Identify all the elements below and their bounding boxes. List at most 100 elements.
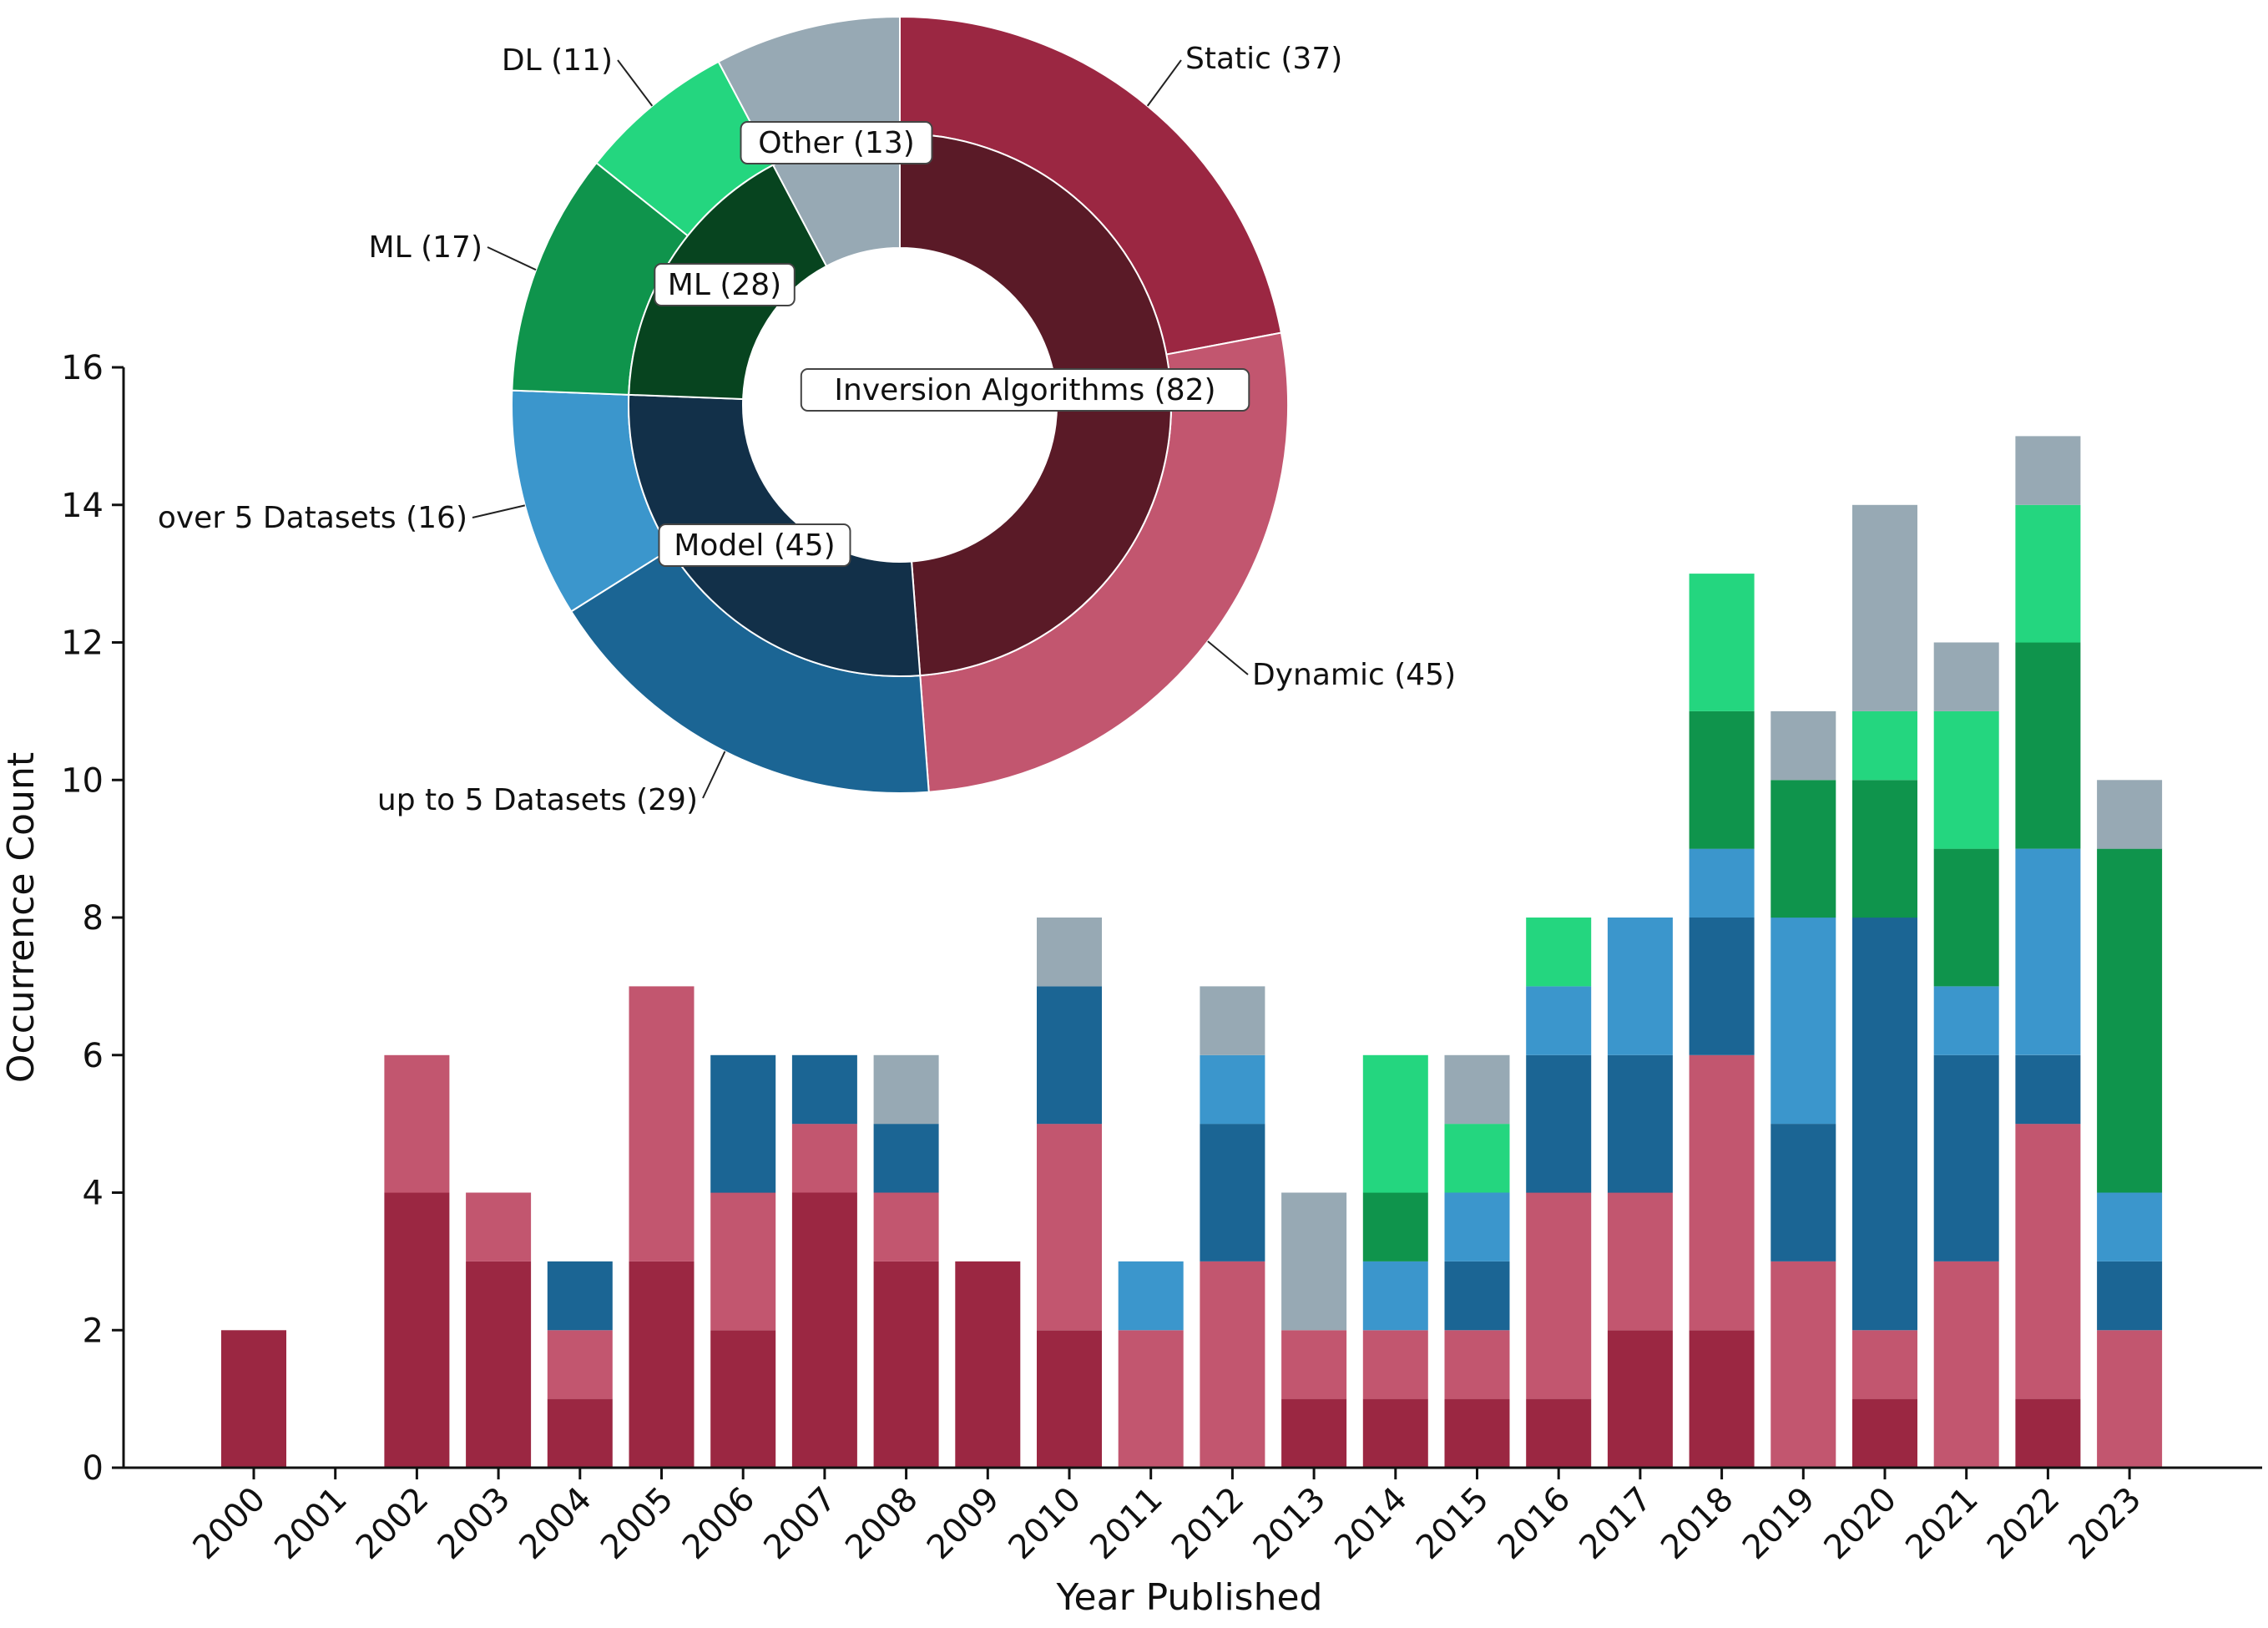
bar-2021-other: [1933, 642, 1999, 711]
bar-2016-over-5-datasets: [1526, 986, 1592, 1055]
bar-2013-static: [1281, 1398, 1347, 1468]
bar-2023-other: [2097, 780, 2163, 849]
bar-2020-dynamic: [1852, 1330, 1917, 1399]
bar-2022-over-5-datasets: [2015, 848, 2081, 1055]
y-tick-label-10: 10: [61, 761, 104, 800]
x-tick-label-2018: 2018: [1654, 1480, 1741, 1568]
y-tick-label-6: 6: [83, 1037, 104, 1075]
bar-2006-dynamic: [710, 1192, 776, 1331]
bar-2020-dl: [1852, 710, 1917, 781]
x-tick-label-2016: 2016: [1491, 1480, 1579, 1568]
bar-2020-other: [1852, 504, 1917, 711]
bar-2018-dynamic: [1689, 1054, 1755, 1331]
bar-2019-ml: [1770, 780, 1836, 918]
x-tick-label-2023: 2023: [2062, 1480, 2149, 1568]
bar-2005-dynamic: [629, 986, 695, 1261]
bar-2015-dl: [1444, 1124, 1510, 1193]
bar-2004-dynamic: [547, 1330, 613, 1399]
x-tick-label-2004: 2004: [512, 1480, 599, 1568]
bar-2021-up-to-5-datasets: [1933, 1054, 1999, 1261]
bar-2012-up-to-5-datasets: [1200, 1124, 1265, 1261]
y-tick-label-8: 8: [83, 899, 104, 938]
bar-2019-dynamic: [1770, 1261, 1836, 1468]
bar-2010-static: [1037, 1330, 1102, 1469]
bar-2018-over-5-datasets: [1689, 848, 1755, 918]
bar-2023-ml: [2097, 848, 2163, 1193]
inner-label-box-other: [740, 121, 933, 164]
y-tick-label-4: 4: [83, 1175, 104, 1213]
bar-2021-dl: [1933, 710, 1999, 849]
bar-2021-over-5-datasets: [1933, 986, 1999, 1055]
bar-2008-dynamic: [873, 1192, 939, 1261]
bar-2014-ml: [1362, 1192, 1428, 1261]
y-axis-ticks: 0 2 4 6 8 10 12 14 16: [61, 349, 124, 1488]
bar-2022-static: [2015, 1398, 2081, 1468]
bar-2012-other: [1200, 986, 1265, 1055]
inner-label-other: Other (13): [758, 126, 915, 160]
leader-line-over-5-datasets: [472, 504, 526, 518]
bar-2022-ml: [2015, 642, 2081, 849]
x-tick-label-2001: 2001: [267, 1480, 355, 1568]
bar-2015-other: [1444, 1054, 1510, 1125]
nested-donut-chart: Static (37) Dynamic (45) up to 5 Datasets …: [158, 15, 1456, 817]
bar-2015-over-5-datasets: [1444, 1192, 1510, 1261]
outer-label-dl: DL (11): [502, 43, 613, 78]
x-tick-label-2020: 2020: [1817, 1480, 1905, 1568]
leader-line-dl: [617, 59, 654, 107]
leader-line-up-to-5-datasets: [702, 751, 726, 799]
x-tick-label-2002: 2002: [349, 1480, 437, 1568]
y-tick-label-16: 16: [61, 349, 104, 387]
bar-2008-other: [873, 1054, 939, 1125]
bar-2003-dynamic: [466, 1192, 532, 1261]
y-tick-label-0: 0: [83, 1449, 104, 1488]
bar-2018-dl: [1689, 574, 1755, 711]
leader-line-static: [1146, 59, 1182, 107]
bar-2018-ml: [1689, 710, 1755, 849]
bar-2007-static: [791, 1192, 857, 1468]
donut-outer-ring: [510, 15, 1289, 795]
x-tick-label-2011: 2011: [1083, 1480, 1170, 1568]
bar-2018-up-to-5-datasets: [1689, 918, 1755, 1055]
donut-inner-wedge-inversion-algorithms: [899, 132, 1172, 677]
x-tick-label-2015: 2015: [1409, 1480, 1497, 1568]
bar-2008-up-to-5-datasets: [873, 1124, 939, 1193]
x-tick-label-2013: 2013: [1246, 1480, 1334, 1568]
bar-2005-static: [629, 1261, 695, 1468]
bar-2023-dynamic: [2097, 1330, 2163, 1469]
bar-2019-other: [1770, 710, 1836, 781]
bar-2017-dynamic: [1607, 1192, 1673, 1331]
bar-2008-static: [873, 1261, 939, 1468]
outer-label-static: Static (37): [1185, 42, 1342, 76]
bar-2016-up-to-5-datasets: [1526, 1054, 1592, 1193]
bar-2023-over-5-datasets: [2097, 1192, 2163, 1261]
inner-label-inversion-algorithms: Inversion Algorithms (82): [834, 373, 1215, 407]
x-tick-label-2009: 2009: [920, 1480, 1008, 1568]
x-tick-label-2022: 2022: [1980, 1480, 2068, 1568]
bar-segments: [221, 436, 2163, 1469]
leader-line-dynamic: [1207, 640, 1249, 675]
bar-2019-up-to-5-datasets: [1770, 1124, 1836, 1261]
bar-2022-dl: [2015, 504, 2081, 643]
inner-label-ml: ML (28): [668, 268, 781, 302]
y-tick-label-14: 14: [61, 487, 104, 525]
bar-2013-dynamic: [1281, 1330, 1347, 1399]
bar-2020-ml: [1852, 780, 1917, 918]
bar-2009-static: [955, 1261, 1021, 1468]
donut-labels: Static (37) Dynamic (45) up to 5 Datasets …: [158, 42, 1456, 817]
bar-2015-static: [1444, 1398, 1510, 1468]
x-tick-label-2007: 2007: [756, 1480, 844, 1568]
bar-2010-other: [1037, 918, 1102, 987]
bar-2018-static: [1689, 1330, 1755, 1469]
bar-2019-over-5-datasets: [1770, 918, 1836, 1125]
bar-2011-over-5-datasets: [1118, 1261, 1184, 1331]
x-tick-label-2019: 2019: [1735, 1480, 1823, 1568]
bar-2007-dynamic: [791, 1124, 857, 1193]
y-tick-label-2: 2: [83, 1312, 104, 1350]
y-axis-title: Occurrence Count: [0, 752, 43, 1083]
bar-2014-dynamic: [1362, 1330, 1428, 1399]
bar-2020-static: [1852, 1398, 1917, 1468]
bar-2017-over-5-datasets: [1607, 918, 1673, 1055]
outer-label-dynamic: Dynamic (45): [1252, 658, 1456, 692]
